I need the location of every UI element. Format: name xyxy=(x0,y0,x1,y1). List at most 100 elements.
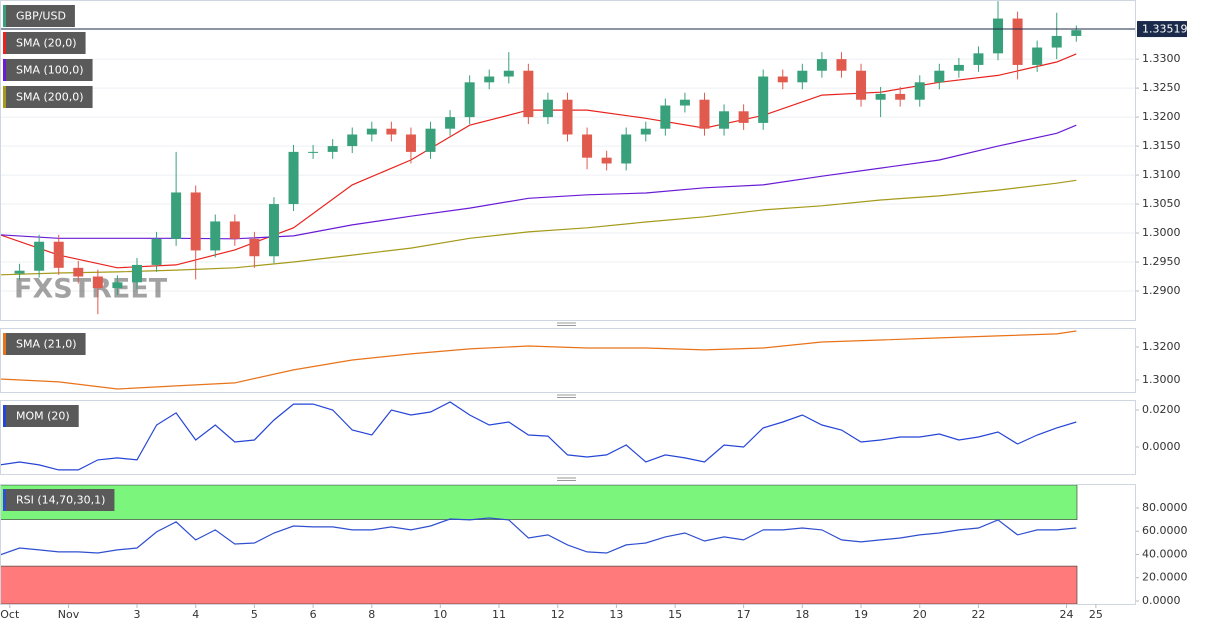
candle-body xyxy=(738,111,749,123)
legend-item: MOM (20) xyxy=(3,405,79,427)
candle-body xyxy=(973,53,984,65)
oversold-band xyxy=(0,565,1078,604)
legend-item: GBP/USD xyxy=(3,5,75,27)
legend-box xyxy=(3,32,86,54)
legend-item: SMA (100,0) xyxy=(3,59,93,81)
series-line xyxy=(0,517,1077,556)
candle-body xyxy=(953,64,964,71)
legend-label: SMA (200,0) xyxy=(16,91,84,104)
legend-label: SMA (21,0) xyxy=(16,338,77,351)
x-tick-label: 24 xyxy=(1060,608,1074,621)
legend-box xyxy=(3,333,86,355)
candle-body xyxy=(895,93,906,100)
last-price-box xyxy=(1137,21,1187,38)
candle-body xyxy=(131,264,142,283)
candle-body xyxy=(92,276,103,289)
y-tick-label: 1.2950 xyxy=(1142,255,1181,268)
candle-body xyxy=(347,134,358,147)
candle-body xyxy=(601,157,612,164)
candle-body xyxy=(112,282,123,289)
x-tick-label: 6 xyxy=(310,608,317,621)
series-line xyxy=(0,330,1077,390)
candle-body xyxy=(405,134,416,152)
candle-body xyxy=(151,238,162,265)
y-tick-label: 40.0000 xyxy=(1142,547,1188,560)
x-tick-label: 19 xyxy=(854,608,868,621)
legend-item: SMA (21,0) xyxy=(3,333,86,355)
panel-border xyxy=(0,400,1136,475)
x-tick-label: 22 xyxy=(971,608,985,621)
legend-swatch xyxy=(3,333,6,355)
x-tick-label: 13 xyxy=(609,608,623,621)
x-tick-label: 4 xyxy=(192,608,199,621)
candle-body xyxy=(53,241,64,268)
candle-body xyxy=(856,70,867,100)
y-tick-label: 1.3000 xyxy=(1142,373,1181,386)
y-tick-label: 1.3200 xyxy=(1142,340,1181,353)
plot-area xyxy=(0,484,1078,604)
candle-body xyxy=(288,151,299,205)
candle-body xyxy=(1032,47,1043,65)
candle-body xyxy=(268,204,279,257)
legend-swatch xyxy=(3,32,6,54)
candle-body xyxy=(562,99,573,135)
candle-body xyxy=(523,70,534,118)
y-tick-label: 1.3000 xyxy=(1142,226,1181,239)
candle-body xyxy=(621,134,632,164)
y-tick-label: 1.3250 xyxy=(1142,81,1181,94)
candle-body xyxy=(758,76,769,123)
y-tick-label: 20.0000 xyxy=(1142,571,1188,584)
candle-body xyxy=(679,99,690,106)
y-tick-label: 1.3100 xyxy=(1142,168,1181,181)
legend-box xyxy=(3,86,93,108)
watermark: FXSTREET xyxy=(14,274,168,305)
y-tick-label: 1.3050 xyxy=(1142,197,1181,210)
panel-border xyxy=(0,484,1136,605)
y-tick-label: 0.0200 xyxy=(1142,403,1181,416)
plot-area xyxy=(0,330,1077,390)
candle-body xyxy=(914,82,925,100)
candle-body xyxy=(484,76,495,83)
x-tick-label: 10 xyxy=(433,608,447,621)
y-tick-label: 0.0000 xyxy=(1142,440,1181,453)
x-tick-label: Oct xyxy=(0,608,20,621)
y-tick-label: 1.2900 xyxy=(1142,284,1181,297)
x-tick-label: 17 xyxy=(737,608,751,621)
x-tick-label: 12 xyxy=(551,608,565,621)
candle-body xyxy=(719,111,730,129)
x-tick-label: 8 xyxy=(368,608,375,621)
last-price-label: 1.33519 xyxy=(1142,23,1188,36)
candle-body xyxy=(210,221,221,251)
candle-body xyxy=(308,151,319,153)
legend-label: MOM (20) xyxy=(16,410,70,423)
y-tick-label: 1.3300 xyxy=(1142,52,1181,65)
x-tick-label: 11 xyxy=(492,608,506,621)
panel-border xyxy=(0,328,1136,393)
legend-box xyxy=(3,59,93,81)
candle-body xyxy=(777,76,788,83)
candle-body xyxy=(1071,30,1082,36)
legend-label: GBP/USD xyxy=(16,10,66,23)
candle-body xyxy=(34,241,45,271)
candle-body xyxy=(327,146,338,152)
candle-body xyxy=(14,270,25,274)
legend-box xyxy=(3,5,75,27)
plot-area: FXSTREET xyxy=(0,1,1135,315)
x-tick-label: Nov xyxy=(58,608,80,621)
x-tick-label: 5 xyxy=(251,608,258,621)
legend-swatch xyxy=(3,489,6,511)
candle-body xyxy=(797,70,808,83)
candle-body xyxy=(171,192,182,239)
candle-body xyxy=(1051,35,1062,48)
legend-item: SMA (200,0) xyxy=(3,86,93,108)
candle-body xyxy=(542,99,553,118)
candle-body xyxy=(993,18,1004,54)
candle-body xyxy=(249,238,260,257)
panel-dividers xyxy=(557,322,576,481)
candle-body xyxy=(464,82,475,118)
candle-body xyxy=(875,93,886,100)
y-tick-label: 80.0000 xyxy=(1142,501,1188,514)
candle-body xyxy=(366,128,377,135)
